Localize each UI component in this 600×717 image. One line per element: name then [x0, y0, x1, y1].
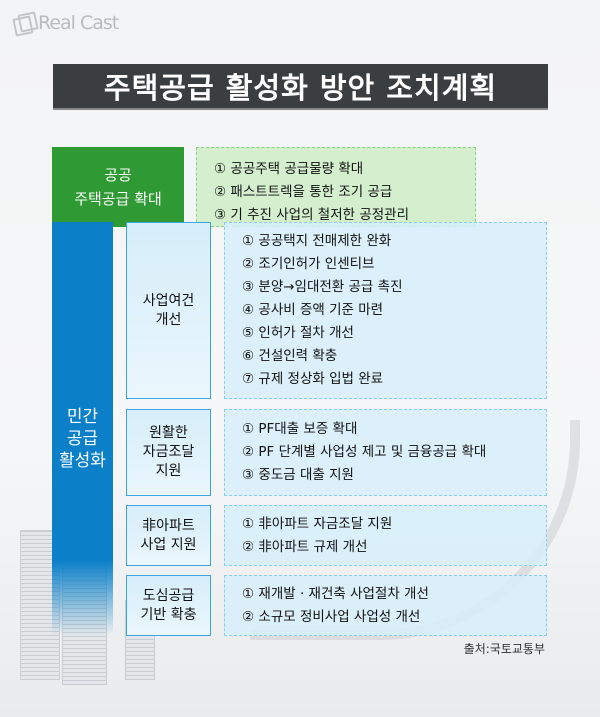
logo: Real Cast	[12, 11, 119, 37]
list-item: ③ 중도금 대출 지원	[242, 467, 354, 483]
list-item: ② 패스트트렉을 통한 조기 공급	[214, 184, 393, 200]
private-category: 민간 공급 활성화	[52, 222, 113, 635]
subcategory-label: 지원	[155, 463, 182, 479]
public-items: ① 공공주택 공급물량 확대 ② 패스트트렉을 통한 조기 공급 ③ 기 추진 …	[196, 147, 476, 227]
subcategory-label: 非아파트	[142, 517, 195, 534]
list-item: ① 공공택지 전매제한 완화	[242, 233, 392, 249]
list-item: ⑤ 인허가 절차 개선	[242, 325, 354, 341]
category-label: 주택공급 확대	[74, 190, 162, 208]
list-item: ⑦ 규제 정상화 입법 완료	[242, 371, 384, 387]
subcategory-label: 사업여건	[142, 292, 195, 309]
subcategory-label: 자금조달	[142, 444, 195, 460]
source-note: 출처:국토교통부	[463, 642, 545, 656]
logo-text: Real Cast	[38, 12, 119, 34]
list-item: ⑥ 건설인력 확충	[242, 348, 338, 364]
subcategory-label: 개선	[155, 311, 182, 328]
list-item: ② 소규모 정비사업 사업성 개선	[242, 608, 421, 625]
category-label: 공공	[104, 166, 132, 184]
category-label: 활성화	[59, 450, 106, 471]
list-item: ② 非아파트 규제 개선	[242, 538, 368, 555]
list-item: ① 재개발 · 재건축 사업절차 개선	[242, 585, 429, 602]
subcategory-label: 기반 확충	[140, 606, 197, 623]
subcategory-label: 사업 지원	[140, 536, 197, 553]
category-label: 공급	[66, 428, 99, 449]
list-item: ② 조기인허가 인센티브	[242, 256, 375, 272]
list-item: ④ 공사비 증액 기준 마련	[242, 302, 384, 318]
items-non-apartment: ① 非아파트 자금조달 지원 ② 非아파트 규제 개선	[224, 505, 547, 566]
subcategory-label: 도심공급	[142, 587, 195, 604]
list-item: ② PF 단계별 사업성 제고 및 금융공급 확대	[242, 444, 487, 460]
list-item: ① 非아파트 자금조달 지원	[242, 515, 393, 532]
list-item: ③ 분양→임대전환 공급 촉진	[242, 279, 403, 295]
page-title: 주택공급 활성화 방안 조치계획	[53, 64, 548, 110]
list-item: ① 공공주택 공급물량 확대	[214, 161, 364, 177]
list-item: ① PF대출 보증 확대	[242, 421, 358, 437]
items-financing: ① PF대출 보증 확대 ② PF 단계별 사업성 제고 및 금융공급 확대 ③…	[224, 409, 547, 496]
category-label: 민간	[66, 406, 99, 427]
items-urban-supply: ① 재개발 · 재건축 사업절차 개선 ② 소규모 정비사업 사업성 개선	[224, 575, 547, 636]
items-business-conditions: ① 공공택지 전매제한 완화 ② 조기인허가 인센티브 ③ 분양→임대전환 공급…	[224, 222, 547, 399]
list-item: ③ 기 추진 사업의 철저한 공정관리	[214, 207, 410, 223]
subcategory-label: 원활한	[149, 425, 188, 441]
logo-icon	[12, 11, 39, 37]
